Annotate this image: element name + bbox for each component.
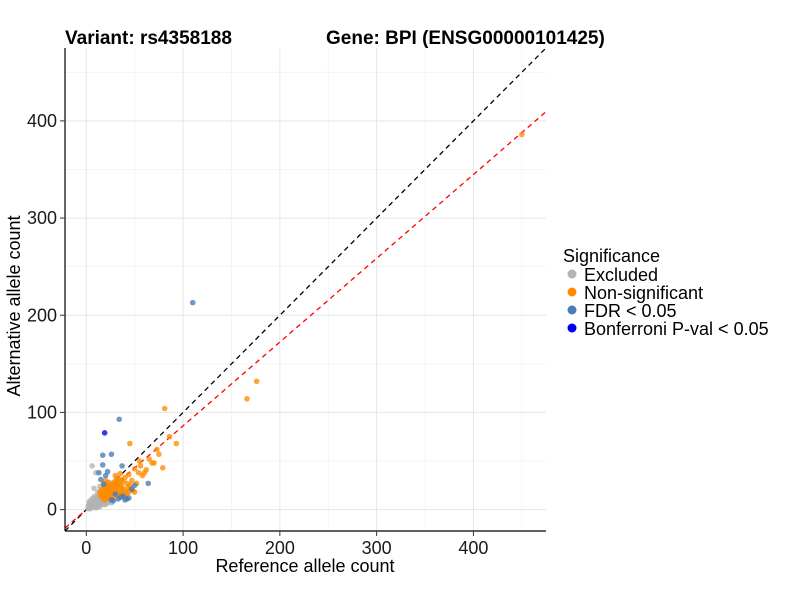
x-tick-label: 0 <box>81 538 91 558</box>
y-tick-label: 100 <box>27 402 57 422</box>
data-point <box>99 452 106 458</box>
legend-entry: Excluded <box>567 265 658 285</box>
data-point <box>91 485 97 492</box>
x-tick-label: 100 <box>168 538 198 558</box>
data-point <box>110 482 117 489</box>
data-point <box>90 495 96 501</box>
data-point <box>126 471 132 478</box>
data-point <box>253 378 260 385</box>
chart-title-variant: Variant: rs4358188 <box>65 28 232 49</box>
series-fdr-0-05 <box>96 299 196 504</box>
data-point <box>100 481 107 488</box>
data-point <box>104 468 111 475</box>
legend: Significance ExcludedNon-significantFDR … <box>563 246 769 339</box>
reference-line-identity <box>64 47 547 532</box>
data-point <box>173 440 180 447</box>
data-point <box>161 405 168 412</box>
legend-entry: Non-significant <box>567 283 703 303</box>
legend-entry: Bonferroni P-val < 0.05 <box>567 319 769 339</box>
data-point <box>131 482 138 489</box>
data-point <box>127 440 133 447</box>
data-point <box>519 131 525 138</box>
data-points <box>85 131 525 512</box>
data-point <box>156 451 162 458</box>
data-point <box>118 477 124 484</box>
data-point <box>108 451 115 458</box>
legend-key <box>567 323 577 333</box>
data-point <box>113 478 120 485</box>
data-point <box>98 491 104 497</box>
x-tick-label: 400 <box>458 538 488 558</box>
legend-key <box>567 305 577 315</box>
legend-key <box>567 287 577 297</box>
legend-entry: FDR < 0.05 <box>567 301 677 321</box>
data-point <box>135 469 142 476</box>
legend-label: Bonferroni P-val < 0.05 <box>584 319 769 339</box>
data-point <box>126 495 132 501</box>
data-point <box>189 299 196 306</box>
grid-lines <box>65 48 546 531</box>
data-point <box>96 502 102 509</box>
legend-label: Non-significant <box>584 283 703 303</box>
data-point <box>128 477 135 484</box>
data-point <box>98 476 104 483</box>
data-point <box>103 493 110 499</box>
legend-label: FDR < 0.05 <box>584 301 677 321</box>
data-point <box>151 460 157 466</box>
data-point <box>137 463 144 469</box>
data-point <box>115 496 122 502</box>
series-non-significant <box>97 131 525 503</box>
reference-line-fitted <box>64 111 547 529</box>
x-axis-ticks: 0 100 200 300 400 <box>81 531 488 558</box>
data-point <box>154 446 160 453</box>
data-point <box>117 470 123 477</box>
data-point <box>101 430 108 436</box>
y-tick-label: 300 <box>27 208 57 228</box>
data-point <box>244 396 250 402</box>
legend-label: Excluded <box>584 265 658 285</box>
data-point <box>99 462 106 468</box>
data-point <box>89 463 95 469</box>
data-point <box>96 469 102 476</box>
data-point <box>166 433 173 440</box>
data-point <box>120 486 126 493</box>
data-point <box>128 486 135 493</box>
data-point <box>112 491 119 497</box>
legend-title: Significance <box>563 246 660 266</box>
data-point <box>131 466 138 472</box>
x-tick-label: 200 <box>265 538 295 558</box>
data-point <box>101 487 108 493</box>
y-tick-label: 400 <box>27 111 57 131</box>
data-point <box>119 463 125 469</box>
data-point <box>145 480 152 487</box>
series-bonferroni-p-val-0-05 <box>101 430 108 436</box>
y-tick-label: 0 <box>47 500 57 520</box>
data-point <box>120 493 126 499</box>
chart-title-gene: Gene: BPI (ENSG00000101425) <box>326 28 605 49</box>
data-point <box>141 469 148 476</box>
y-axis-ticks: 0 100 200 300 400 <box>27 111 65 520</box>
data-point <box>146 456 152 462</box>
legend-key <box>567 269 577 279</box>
reference-lines <box>64 47 547 532</box>
y-axis-title: Alternative allele count <box>4 215 24 396</box>
x-tick-label: 300 <box>362 538 392 558</box>
plot-panel <box>64 47 547 532</box>
x-axis-title: Reference allele count <box>215 556 394 576</box>
data-point <box>136 458 143 464</box>
data-point <box>108 497 115 503</box>
data-point <box>116 416 122 423</box>
data-point <box>159 465 166 471</box>
y-tick-label: 200 <box>27 305 57 325</box>
